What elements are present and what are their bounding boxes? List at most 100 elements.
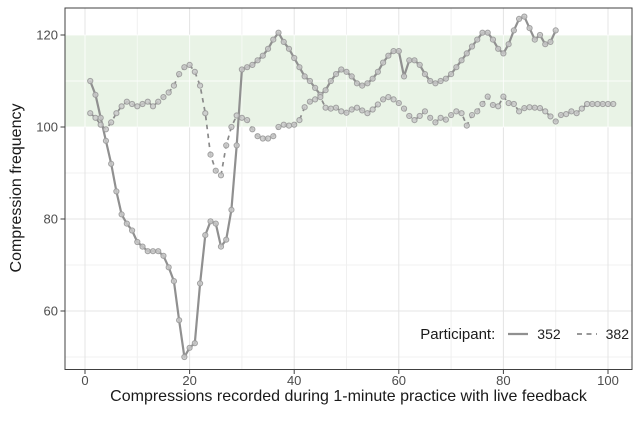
series-382-point <box>359 107 366 114</box>
series-352-point <box>536 31 544 39</box>
series-382-point <box>327 105 334 112</box>
series-352-point <box>484 29 491 36</box>
panel-border-rect <box>64 7 633 370</box>
axis-ticks-layer <box>60 34 609 374</box>
series-352-point <box>134 238 141 246</box>
series-382-point <box>385 94 392 101</box>
series-352-point <box>505 41 512 48</box>
series-382-point <box>280 121 287 128</box>
x-axis-tick-label: 100 <box>597 373 619 388</box>
series-352-point <box>395 48 402 55</box>
series-352-point <box>468 43 476 50</box>
series-382-point <box>191 68 198 75</box>
series-352-point <box>160 252 167 259</box>
legend-item-352-label: 352 <box>537 326 561 342</box>
series-352-point <box>421 71 429 78</box>
series-382-point <box>500 93 507 100</box>
series-352-point <box>500 50 507 57</box>
series-352-point <box>306 77 313 85</box>
series-352-point <box>453 64 460 71</box>
legend: Participant: 352 382 <box>420 322 629 346</box>
series-352-point <box>118 211 125 218</box>
series-352-point <box>191 340 198 347</box>
series-382-point <box>317 94 324 101</box>
series-382-point <box>223 142 230 149</box>
series-382-point <box>453 108 460 115</box>
series-352-point <box>463 50 470 57</box>
series-352-point <box>264 45 272 52</box>
series-382-point <box>536 105 544 112</box>
series-352-point <box>390 48 397 55</box>
series-382-point <box>285 122 293 129</box>
legend-solid-line-sample <box>508 332 529 336</box>
series-382-point <box>97 121 104 128</box>
series-382-point <box>515 108 523 115</box>
series-points-layer <box>87 13 617 361</box>
series-382-point <box>406 112 413 120</box>
series-382-point <box>207 151 214 158</box>
series-382-point <box>160 94 167 101</box>
series-382-point <box>432 119 439 126</box>
series-382-point <box>254 133 261 140</box>
series-382-point <box>196 82 204 89</box>
series-352-point <box>327 77 334 85</box>
series-352-point <box>275 29 282 36</box>
series-382-point <box>149 103 157 110</box>
series-352-point <box>369 75 376 82</box>
series-352-point <box>181 353 188 361</box>
axis-tick-labels-layer: 0 20 40 60 80 100 60 80 100 120 <box>36 28 619 389</box>
series-352-point <box>348 73 355 80</box>
series-382-point <box>563 111 570 118</box>
series-352-point <box>228 206 235 213</box>
legend-item-382-label: 382 <box>605 326 629 342</box>
series-352-point <box>526 25 533 32</box>
series-382-point <box>228 123 235 131</box>
series-382-point <box>416 112 423 120</box>
panel-border <box>64 7 633 370</box>
series-352-point <box>149 248 157 255</box>
series-382-point <box>400 105 408 112</box>
series-352-point <box>249 61 256 69</box>
series-352-point <box>102 137 110 144</box>
series-382-point <box>118 103 125 110</box>
series-352-point <box>301 73 308 80</box>
series-382-point <box>181 64 188 71</box>
series-382-point <box>510 100 517 108</box>
series-352-point <box>489 36 497 43</box>
series-382-point <box>353 104 361 111</box>
series-382-point <box>212 167 219 174</box>
x-axis-tick-label: 40 <box>287 373 301 388</box>
series-382-point <box>369 106 376 113</box>
series-352-point <box>296 64 303 71</box>
series-352-point <box>291 54 298 62</box>
series-352-point <box>374 68 381 75</box>
y-axis-title: Compression frequency <box>8 103 25 273</box>
series-382-point <box>338 108 345 115</box>
series-352-point <box>144 248 151 255</box>
series-352-point <box>552 27 559 34</box>
series-382-point <box>484 93 491 100</box>
series-352-point <box>254 57 261 64</box>
series-352-point <box>353 80 361 87</box>
series-382-point <box>244 117 251 124</box>
series-382-point <box>578 105 585 112</box>
series-352-point <box>312 84 319 92</box>
series-382-point <box>589 100 596 108</box>
series-382-point <box>599 100 606 108</box>
series-382-point <box>568 108 575 115</box>
series-382-point <box>458 110 465 117</box>
series-382-point <box>144 98 151 105</box>
series-352-point <box>495 45 502 52</box>
series-352-point <box>285 45 293 52</box>
series-382-point <box>547 113 554 120</box>
series-382-point <box>322 104 329 111</box>
series-352-point <box>474 36 481 43</box>
series-382-point <box>291 121 298 128</box>
series-382-point <box>92 114 99 121</box>
series-382-point <box>479 100 486 108</box>
series-382-point <box>390 96 397 103</box>
series-352-point <box>113 188 120 195</box>
y-axis-tick-label: 80 <box>44 212 58 227</box>
series-382-point <box>552 118 559 125</box>
